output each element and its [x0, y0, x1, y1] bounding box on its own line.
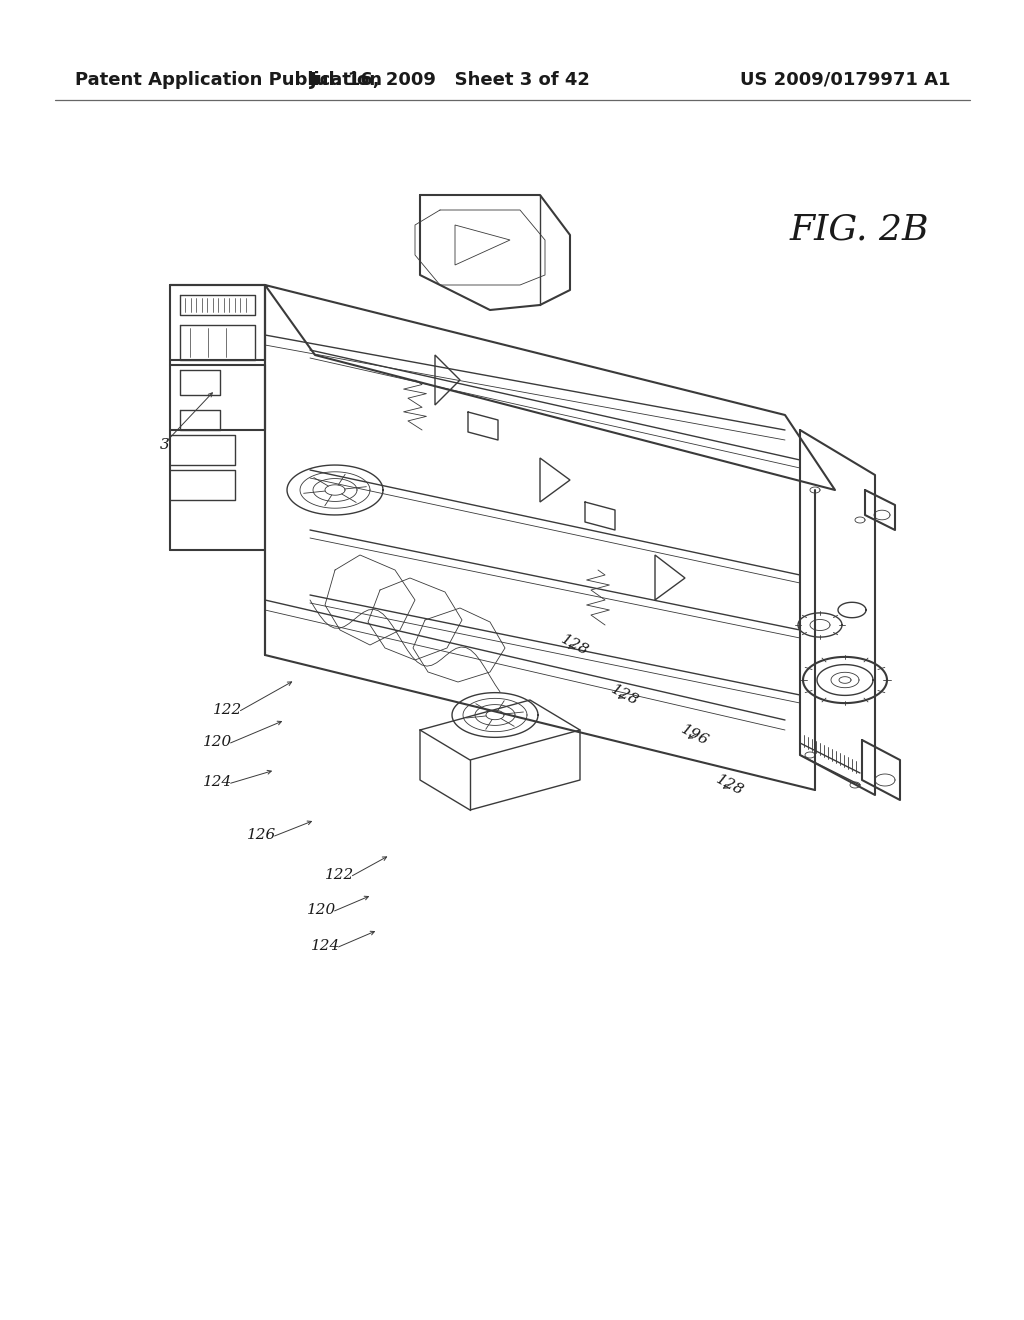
Text: 128: 128: [714, 772, 746, 799]
Text: FIG. 2B: FIG. 2B: [790, 213, 930, 247]
Text: 196: 196: [679, 722, 712, 748]
Text: US 2009/0179971 A1: US 2009/0179971 A1: [739, 71, 950, 88]
Text: 124: 124: [204, 775, 232, 789]
Text: 128: 128: [559, 632, 591, 659]
Polygon shape: [655, 554, 685, 601]
Polygon shape: [435, 355, 460, 405]
Text: 122: 122: [326, 869, 354, 882]
Text: 3: 3: [160, 438, 170, 451]
Text: 128: 128: [609, 682, 641, 708]
Text: 120: 120: [307, 903, 337, 917]
Text: Jul. 16, 2009   Sheet 3 of 42: Jul. 16, 2009 Sheet 3 of 42: [309, 71, 591, 88]
Text: 120: 120: [204, 735, 232, 748]
Text: 126: 126: [248, 828, 276, 842]
Text: Patent Application Publication: Patent Application Publication: [75, 71, 382, 88]
Polygon shape: [540, 458, 570, 502]
Text: 124: 124: [311, 939, 341, 953]
Text: 122: 122: [213, 704, 243, 717]
